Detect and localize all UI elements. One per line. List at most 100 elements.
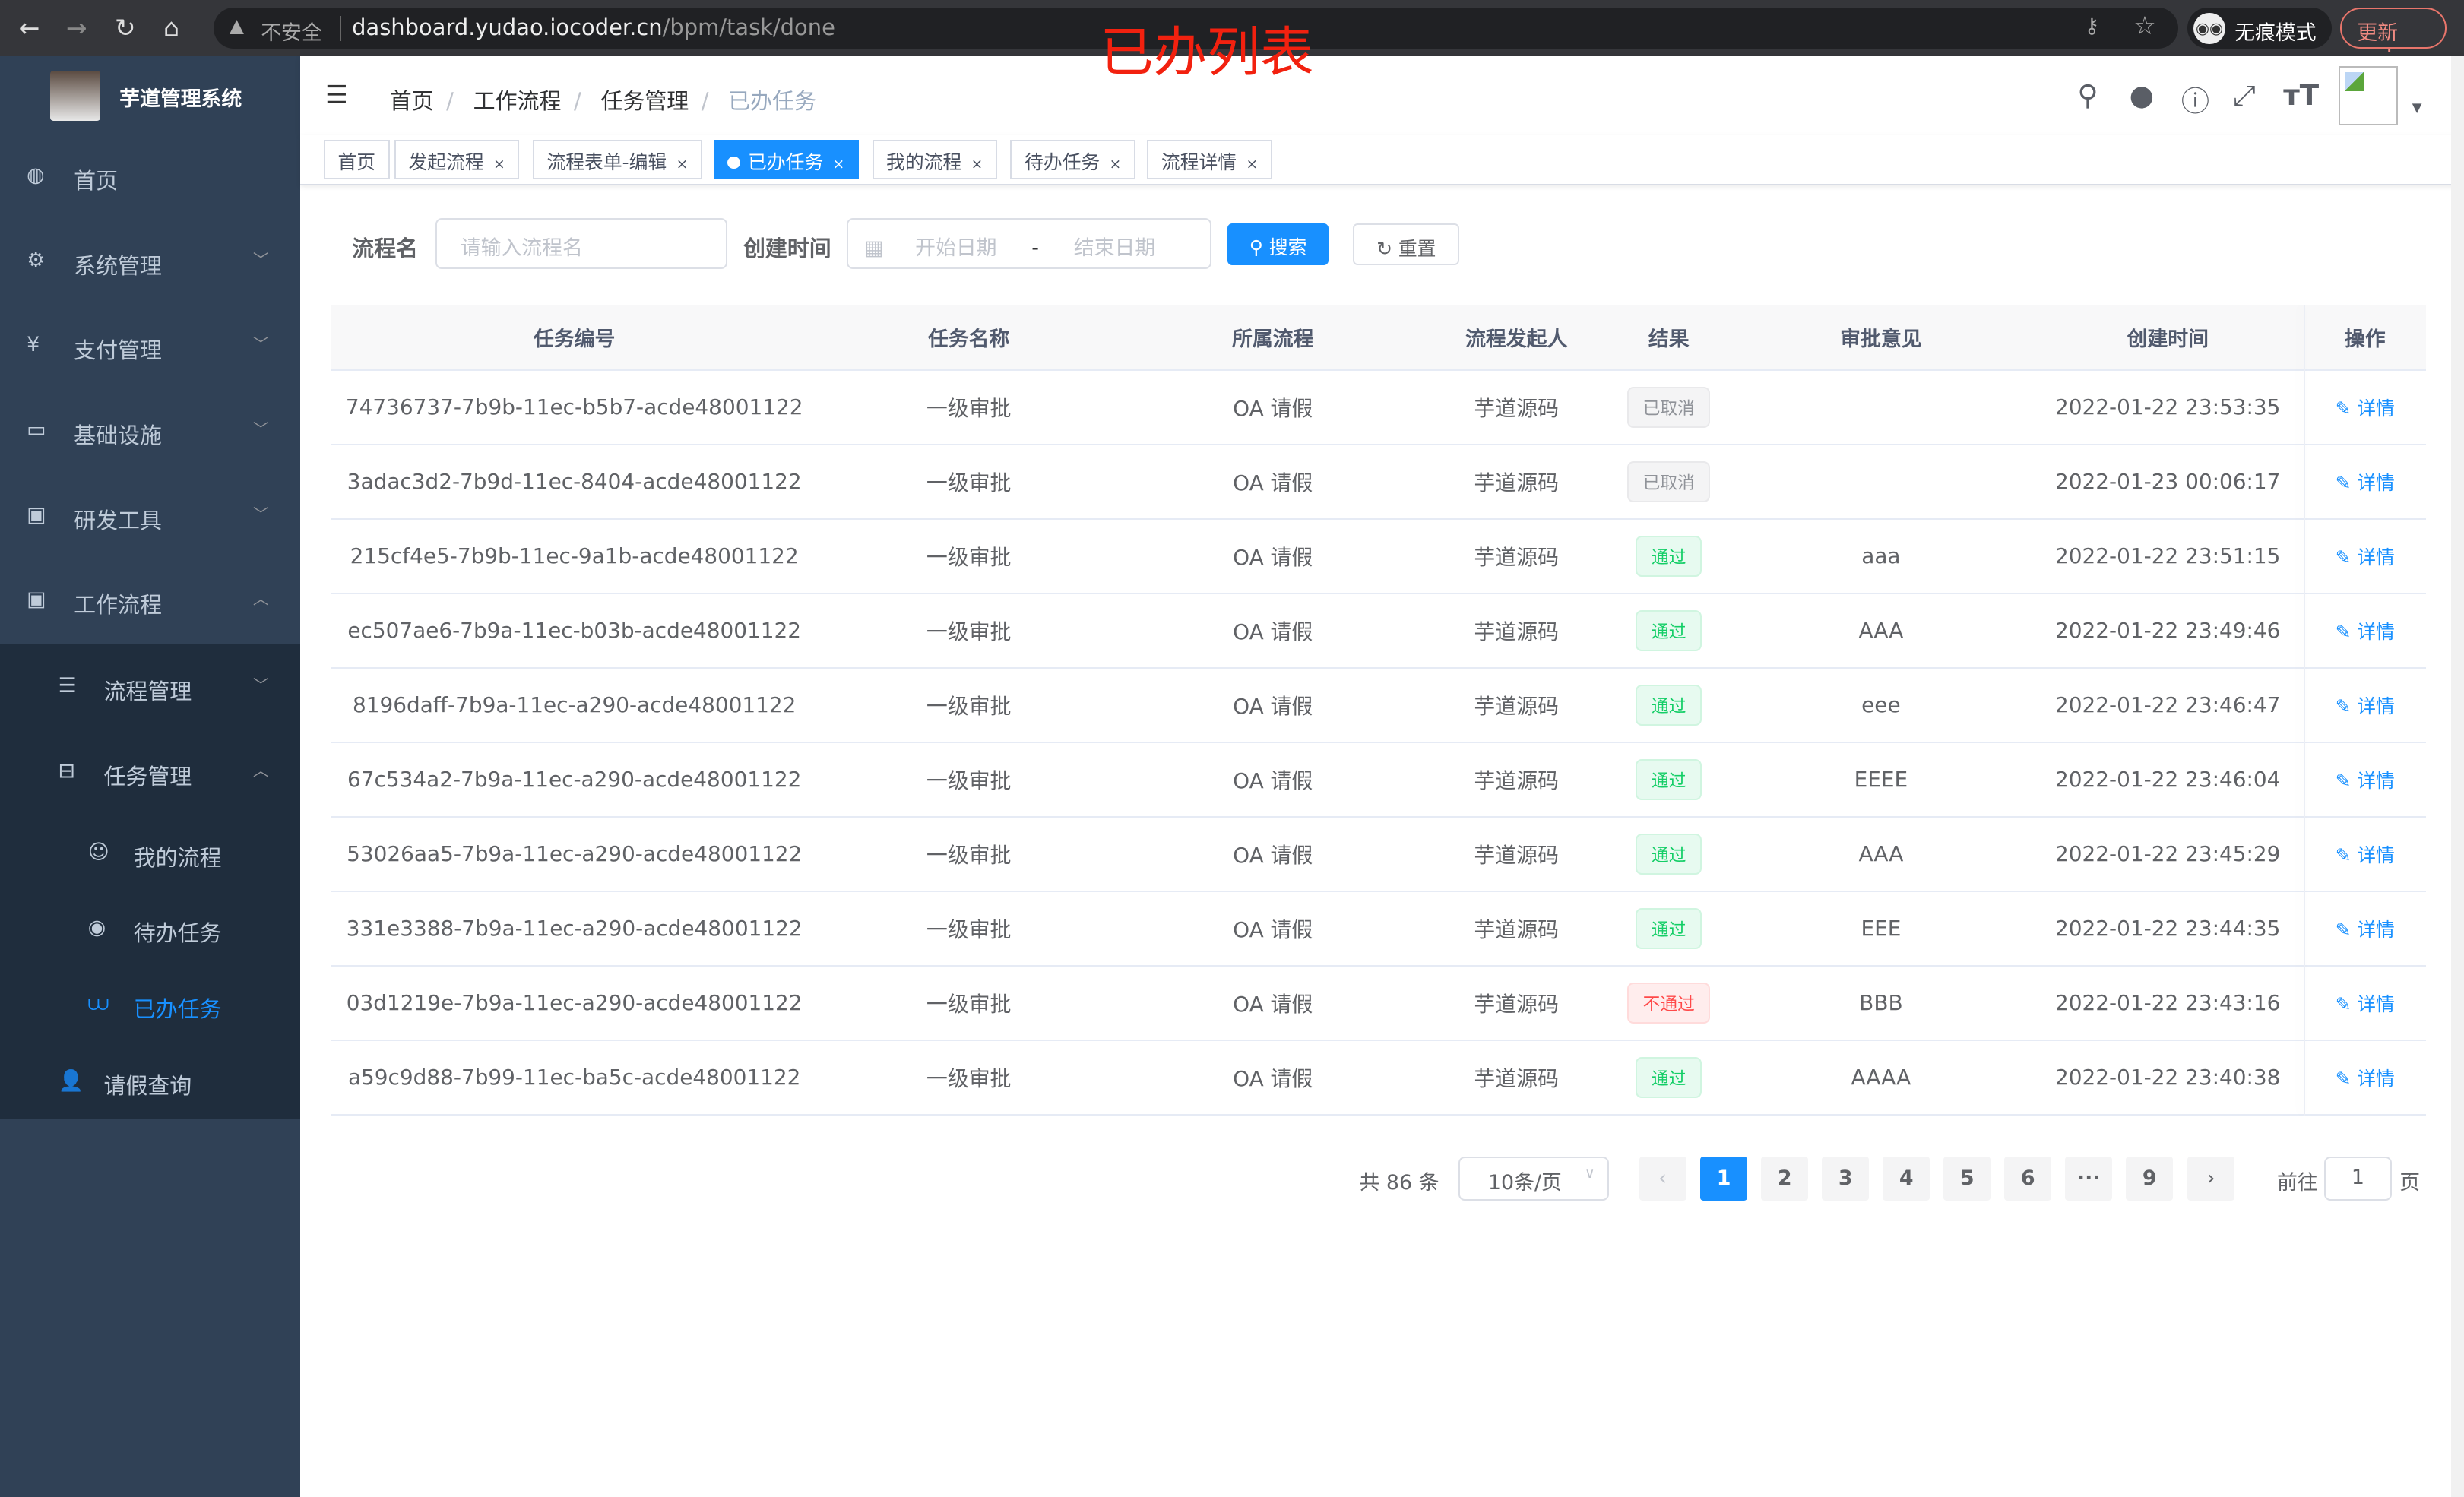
label: 请假查询 — [103, 1072, 192, 1099]
breadcrumb-item[interactable]: 工作流程 — [473, 87, 562, 114]
process-name-input[interactable]: 请输入流程名 — [435, 218, 728, 269]
update-button[interactable]: 更新⋮ — [2339, 8, 2447, 69]
label: 待办任务 — [133, 920, 222, 947]
close-icon[interactable]: × — [493, 157, 505, 173]
breadcrumb-item[interactable]: 任务管理 — [600, 87, 689, 114]
detail-link[interactable]: ✎ 详情 — [2336, 915, 2395, 942]
star-icon[interactable]: ☆ — [2133, 11, 2156, 41]
status-badge: 不通过 — [1627, 983, 1711, 1024]
page-button[interactable]: 1 — [1700, 1156, 1748, 1201]
update-label: 更新 — [2357, 21, 2399, 45]
breadcrumb-item[interactable]: 首页 — [389, 87, 434, 114]
cell: 2022-01-22 23:40:38 — [2055, 1065, 2281, 1090]
sidebar-item-leave[interactable]: 👤 请假查询 — [0, 1040, 300, 1125]
back-icon[interactable]: ← — [18, 12, 40, 43]
table-cell: 一级审批 — [817, 445, 1120, 518]
page-button[interactable]: ··· — [2065, 1156, 2113, 1201]
help-icon[interactable]: ⓘ — [2181, 84, 2210, 119]
next-page-button[interactable]: › — [2187, 1156, 2235, 1201]
breadcrumb: 首页 / 工作流程 / 任务管理 / 已办任务 — [389, 87, 816, 114]
detail-link[interactable]: ✎ 详情 — [2336, 766, 2395, 793]
close-icon[interactable]: × — [1109, 157, 1122, 173]
detail-label: 详情 — [2357, 397, 2395, 419]
incognito-icon: ◉◉ — [2193, 12, 2225, 44]
search-button[interactable]: ⚲ 搜索 — [1227, 223, 1329, 266]
close-icon[interactable]: × — [971, 157, 983, 173]
tab-done-task[interactable]: 已办任务 × — [713, 140, 859, 179]
date-range-picker[interactable]: ▦ 开始日期 - 结束日期 — [847, 218, 1212, 269]
detail-link[interactable]: ✎ 详情 — [2336, 394, 2395, 421]
home-icon[interactable]: ⌂ — [163, 12, 180, 43]
scrollbar[interactable] — [2451, 56, 2464, 1497]
tab-my-process[interactable]: 我的流程 × — [872, 140, 997, 179]
table-row: 67c534a2-7b9a-11ec-a290-acde48001122 一级审批… — [331, 743, 2427, 818]
sidebar-item-process-manage[interactable]: ☰ 流程管理 ﹀ — [0, 646, 300, 731]
detail-label: 详情 — [2357, 546, 2395, 568]
page-button[interactable]: 6 — [2004, 1156, 2052, 1201]
monitor-icon: ▭ — [27, 417, 46, 442]
page-button[interactable]: 5 — [1943, 1156, 1991, 1201]
fullscreen-icon[interactable]: ⤢ — [2233, 78, 2256, 112]
tab-form-edit[interactable]: 流程表单-编辑 × — [532, 140, 702, 179]
detail-link[interactable]: ✎ 详情 — [2336, 468, 2395, 495]
tab-home[interactable]: 首页 — [323, 140, 390, 179]
close-icon[interactable]: × — [676, 157, 689, 173]
cell: OA 请假 — [1233, 693, 1313, 719]
label: 流程管理 — [103, 678, 192, 704]
sidebar-item-devtools[interactable]: ▣ 研发工具 ﹀ — [0, 474, 300, 559]
prev-page-button[interactable]: ‹ — [1639, 1156, 1686, 1201]
table-cell: 通过 — [1607, 743, 1730, 816]
page-suffix: 页 — [2399, 1171, 2421, 1195]
sidebar-item-infra[interactable]: ▭ 基础设施 ﹀ — [0, 390, 300, 475]
sidebar-item-pay[interactable]: ¥ 支付管理 ﹀ — [0, 305, 300, 390]
page-button[interactable]: 4 — [1883, 1156, 1930, 1201]
page-button[interactable]: 3 — [1822, 1156, 1870, 1201]
address-bar[interactable]: ▲ 不安全 dashboard.yudao.iocoder.cn/bpm/tas… — [214, 8, 2178, 49]
tab-start-process[interactable]: 发起流程 × — [394, 140, 520, 179]
detail-link[interactable]: ✎ 详情 — [2336, 692, 2395, 719]
sidebar-item-task-manage[interactable]: ⊟ 任务管理 ︿ — [0, 730, 300, 815]
close-icon[interactable]: × — [832, 157, 845, 173]
page-button[interactable]: 2 — [1761, 1156, 1809, 1201]
page-button[interactable]: 9 — [2126, 1156, 2174, 1201]
sidebar-item-workflow[interactable]: ▣ 工作流程 ︿ — [0, 559, 300, 644]
reload-icon[interactable]: ↻ — [114, 12, 136, 43]
hamburger-icon[interactable]: ☰ — [325, 80, 348, 110]
forward-icon[interactable]: → — [65, 12, 87, 43]
table-cell: AAA — [1730, 594, 2032, 667]
sidebar-item-done[interactable]: ⩊ 已办任务 — [0, 963, 300, 1038]
page-size-select[interactable]: 10条/页 ∨ — [1458, 1156, 1610, 1201]
tab-todo-task[interactable]: 待办任务 × — [1010, 140, 1135, 179]
github-icon[interactable]: ● — [2129, 78, 2155, 112]
avatar[interactable] — [2338, 65, 2399, 126]
incognito-badge[interactable]: ◉◉ 无痕模式 — [2187, 8, 2333, 49]
chevron-down-icon: ﹀ — [252, 335, 269, 354]
detail-link[interactable]: ✎ 详情 — [2336, 840, 2395, 868]
sidebar-item-system[interactable]: ⚙ 系统管理 ﹀ — [0, 220, 300, 305]
cell: OA 请假 — [1233, 916, 1313, 942]
cell: OA 请假 — [1233, 619, 1313, 644]
detail-link[interactable]: ✎ 详情 — [2336, 989, 2395, 1017]
column-header: 流程发起人 — [1465, 328, 1568, 352]
reset-button[interactable]: ↻ 重置 — [1353, 223, 1460, 266]
detail-link[interactable]: ✎ 详情 — [2336, 617, 2395, 644]
detail-link[interactable]: ✎ 详情 — [2336, 1064, 2395, 1091]
edit-icon: ✎ — [2335, 992, 2352, 1015]
close-icon[interactable]: × — [1246, 157, 1259, 173]
table-cell: 67c534a2-7b9a-11ec-a290-acde48001122 — [331, 743, 817, 816]
goto-page-input[interactable]: 1 — [2323, 1156, 2392, 1201]
cell: 一级审批 — [926, 842, 1012, 868]
detail-link[interactable]: ✎ 详情 — [2336, 543, 2395, 570]
table-cell: 2022-01-22 23:46:47 — [2032, 669, 2304, 742]
sidebar-item-todo[interactable]: ◉ 待办任务 — [0, 888, 300, 963]
search-icon[interactable]: ⚲ — [2077, 78, 2098, 112]
cell: 一级审批 — [926, 916, 1012, 942]
detail-label: 详情 — [2357, 843, 2395, 866]
caret-down-icon[interactable]: ▼ — [2412, 100, 2422, 116]
key-icon[interactable]: ⚷ — [2084, 14, 2100, 38]
sidebar-item-my-process[interactable]: ☺ 我的流程 — [0, 812, 300, 888]
sidebar-item-home[interactable]: ◍ 首页 — [0, 135, 300, 220]
table-row: 331e3388-7b9a-11ec-a290-acde48001122 一级审批… — [331, 892, 2427, 967]
font-size-icon[interactable]: тT — [2283, 78, 2320, 112]
tab-process-detail[interactable]: 流程详情 × — [1147, 140, 1272, 179]
